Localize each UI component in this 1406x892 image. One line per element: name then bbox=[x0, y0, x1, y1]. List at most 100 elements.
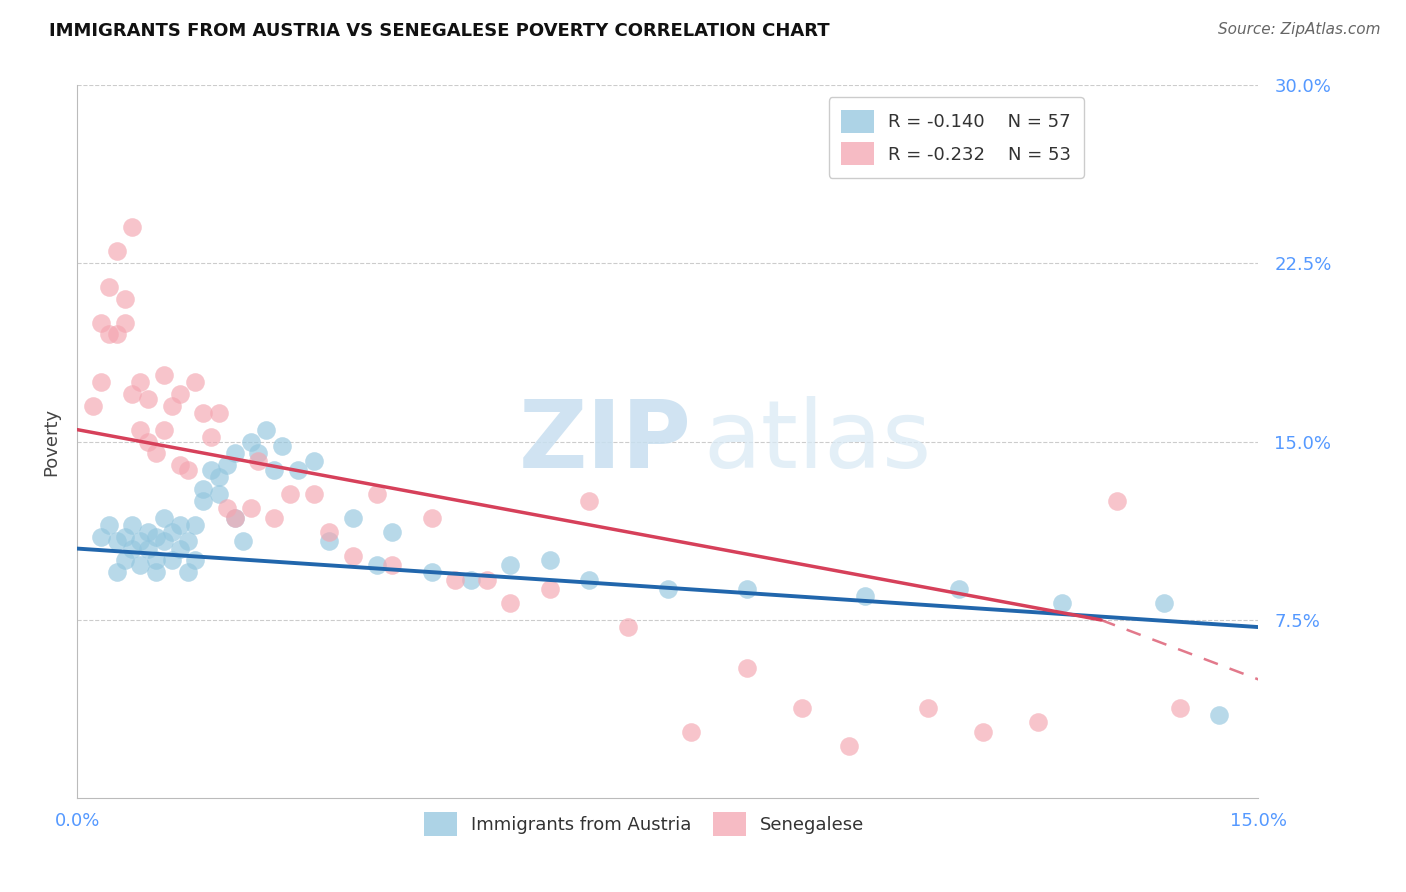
Point bbox=[302, 453, 325, 467]
Point bbox=[239, 501, 262, 516]
Point bbox=[460, 573, 482, 587]
Point bbox=[145, 446, 167, 460]
Text: Source: ZipAtlas.com: Source: ZipAtlas.com bbox=[1218, 22, 1381, 37]
Point bbox=[136, 524, 159, 539]
Point bbox=[617, 620, 640, 634]
Point bbox=[105, 566, 128, 580]
Point bbox=[1208, 708, 1230, 723]
Text: atlas: atlas bbox=[703, 395, 932, 488]
Point bbox=[145, 566, 167, 580]
Point bbox=[169, 458, 191, 473]
Point bbox=[224, 510, 246, 524]
Point bbox=[160, 553, 183, 567]
Point bbox=[153, 368, 176, 382]
Point bbox=[169, 387, 191, 401]
Point bbox=[200, 430, 222, 444]
Point bbox=[145, 530, 167, 544]
Point bbox=[193, 406, 215, 420]
Point bbox=[153, 510, 176, 524]
Point bbox=[247, 446, 270, 460]
Point bbox=[853, 589, 876, 603]
Point bbox=[105, 244, 128, 259]
Point bbox=[1168, 701, 1191, 715]
Point bbox=[948, 582, 970, 596]
Point bbox=[538, 553, 561, 567]
Point bbox=[972, 724, 994, 739]
Point bbox=[366, 558, 388, 573]
Point bbox=[153, 534, 176, 549]
Point bbox=[121, 387, 143, 401]
Point bbox=[444, 573, 467, 587]
Point bbox=[129, 534, 152, 549]
Point bbox=[114, 530, 136, 544]
Point bbox=[318, 524, 340, 539]
Point bbox=[160, 399, 183, 413]
Point bbox=[475, 573, 498, 587]
Point bbox=[224, 510, 246, 524]
Point bbox=[97, 280, 120, 294]
Point bbox=[342, 510, 364, 524]
Point bbox=[381, 558, 404, 573]
Point bbox=[114, 316, 136, 330]
Point bbox=[153, 423, 176, 437]
Point bbox=[681, 724, 703, 739]
Point bbox=[215, 501, 238, 516]
Point bbox=[176, 534, 198, 549]
Point bbox=[176, 566, 198, 580]
Point bbox=[254, 423, 277, 437]
Point bbox=[184, 517, 207, 532]
Point bbox=[105, 534, 128, 549]
Text: IMMIGRANTS FROM AUSTRIA VS SENEGALESE POVERTY CORRELATION CHART: IMMIGRANTS FROM AUSTRIA VS SENEGALESE PO… bbox=[49, 22, 830, 40]
Point bbox=[97, 517, 120, 532]
Point bbox=[1153, 596, 1175, 610]
Point bbox=[271, 439, 294, 453]
Legend: Immigrants from Austria, Senegalese: Immigrants from Austria, Senegalese bbox=[418, 805, 872, 843]
Point bbox=[121, 517, 143, 532]
Point bbox=[578, 494, 600, 508]
Point bbox=[420, 510, 443, 524]
Point bbox=[160, 524, 183, 539]
Point bbox=[917, 701, 939, 715]
Point bbox=[129, 558, 152, 573]
Point bbox=[200, 463, 222, 477]
Point bbox=[342, 549, 364, 563]
Point bbox=[735, 582, 758, 596]
Point bbox=[538, 582, 561, 596]
Point bbox=[208, 487, 231, 501]
Point bbox=[184, 553, 207, 567]
Point bbox=[239, 434, 262, 449]
Point bbox=[224, 446, 246, 460]
Point bbox=[287, 463, 309, 477]
Point bbox=[193, 482, 215, 496]
Text: ZIP: ZIP bbox=[519, 395, 692, 488]
Point bbox=[97, 327, 120, 342]
Point bbox=[499, 558, 522, 573]
Point bbox=[657, 582, 679, 596]
Point bbox=[499, 596, 522, 610]
Point bbox=[366, 487, 388, 501]
Point bbox=[420, 566, 443, 580]
Point bbox=[121, 541, 143, 556]
Point bbox=[578, 573, 600, 587]
Point bbox=[90, 316, 112, 330]
Point bbox=[136, 392, 159, 406]
Point bbox=[838, 739, 860, 753]
Point bbox=[790, 701, 813, 715]
Point bbox=[114, 553, 136, 567]
Point bbox=[114, 292, 136, 306]
Point bbox=[278, 487, 301, 501]
Point bbox=[169, 541, 191, 556]
Point bbox=[1105, 494, 1128, 508]
Point bbox=[129, 423, 152, 437]
Point bbox=[208, 406, 231, 420]
Point bbox=[193, 494, 215, 508]
Point bbox=[1050, 596, 1073, 610]
Point bbox=[136, 434, 159, 449]
Point bbox=[208, 470, 231, 484]
Point bbox=[263, 463, 285, 477]
Point bbox=[169, 517, 191, 532]
Point bbox=[136, 541, 159, 556]
Point bbox=[82, 399, 104, 413]
Point bbox=[247, 453, 270, 467]
Point bbox=[263, 510, 285, 524]
